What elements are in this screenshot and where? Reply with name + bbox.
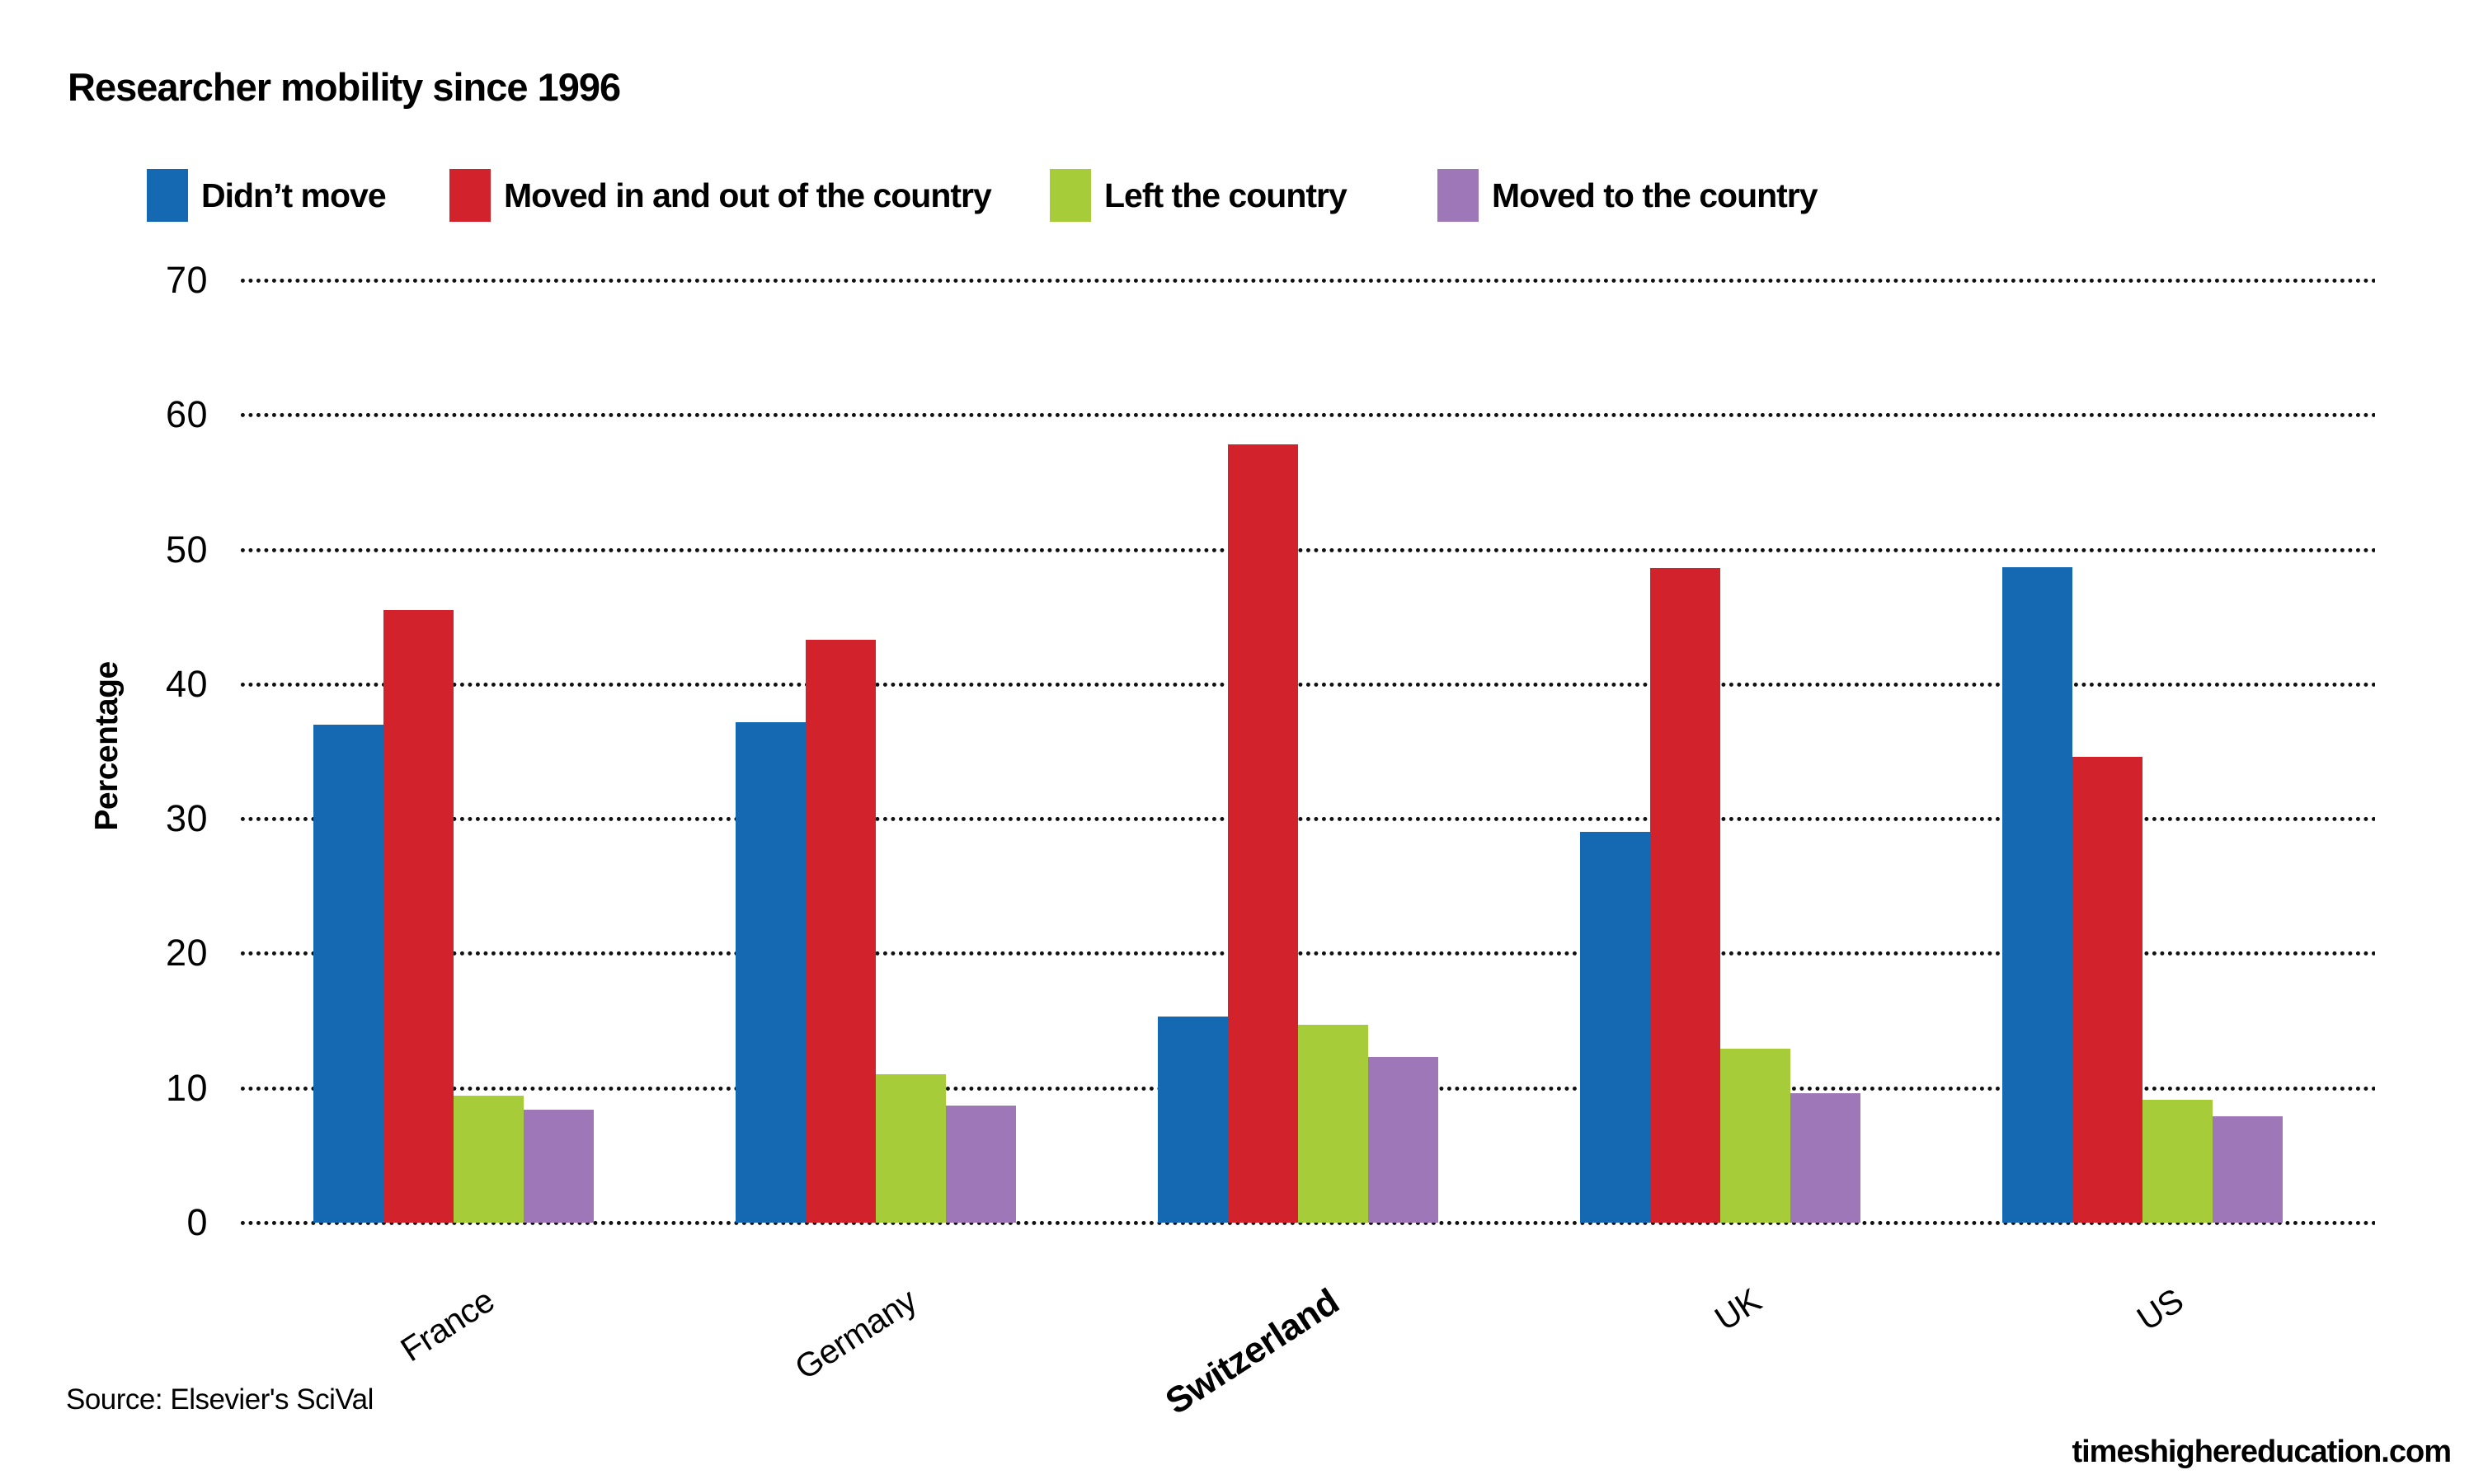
bar-germany-moved-to-the-country [946,1105,1016,1223]
gridline-60 [241,413,2375,418]
bar-france-didn-t-move [313,724,383,1223]
x-label-switzerland: Switzerland [1158,1281,1347,1423]
bar-switzerland-moved-to-the-country [1368,1057,1438,1223]
bar-uk-didn-t-move [1580,832,1650,1223]
bar-france-moved-to-the-country [524,1109,594,1223]
y-tick-40: 40 [165,662,208,705]
legend-label: Moved to the country [1492,176,1818,214]
bar-switzerland-moved-in-and-out-of-the-country [1228,444,1298,1223]
website-credit: timeshighereducation.com [2072,1435,2452,1469]
x-label-france: France [393,1280,501,1369]
y-tick-60: 60 [165,393,208,436]
bar-germany-didn-t-move [736,721,806,1223]
legend-swatch-moved-in-and-out-of-the-country [449,169,491,222]
legend-item-moved-in-and-out-of-the-country: Moved in and out of the country [449,169,992,222]
chart-title: Researcher mobility since 1996 [68,65,621,109]
legend-swatch-left-the-country [1050,169,1091,222]
y-tick-10: 10 [165,1066,208,1109]
bar-germany-moved-in-and-out-of-the-country [806,639,876,1223]
gridline-40 [241,682,2375,687]
bar-france-left-the-country [454,1096,524,1223]
y-tick-30: 30 [165,797,208,840]
gridline-0 [241,1221,2375,1225]
legend-swatch-didn-t-move [147,169,188,222]
legend-label: Left the country [1104,176,1348,214]
legend-item-moved-to-the-country: Moved to the country [1437,169,1818,222]
y-tick-70: 70 [165,258,208,301]
legend-label: Didn’t move [201,176,387,214]
bar-switzerland-left-the-country [1298,1024,1368,1223]
bar-france-moved-in-and-out-of-the-country [383,609,454,1223]
legend-label: Moved in and out of the country [504,176,992,214]
gridline-50 [241,547,2375,552]
y-tick-20: 20 [165,932,208,974]
bar-switzerland-didn-t-move [1158,1017,1228,1223]
bar-uk-left-the-country [1720,1049,1790,1223]
source-note: Source: Elsevier's SciVal [66,1383,374,1416]
gridline-20 [241,951,2375,956]
gridline-30 [241,817,2375,822]
bar-germany-left-the-country [876,1074,946,1223]
x-label-us: US [2130,1280,2190,1338]
bar-us-left-the-country [2142,1100,2213,1223]
y-tick-0: 0 [186,1201,208,1243]
y-tick-50: 50 [165,528,208,571]
bar-us-didn-t-move [2002,566,2072,1223]
gridline-70 [241,278,2375,283]
x-label-germany: Germany [788,1280,924,1388]
legend-item-left-the-country: Left the country [1050,169,1348,222]
bar-us-moved-in-and-out-of-the-country [2072,756,2142,1223]
legend-swatch-moved-to-the-country [1437,169,1479,222]
bar-uk-moved-in-and-out-of-the-country [1650,568,1720,1223]
legend-item-didn-t-move: Didn’t move [147,169,387,222]
bar-us-moved-to-the-country [2213,1115,2283,1223]
x-label-uk: UK [1708,1280,1768,1338]
bar-uk-moved-to-the-country [1790,1093,1860,1223]
